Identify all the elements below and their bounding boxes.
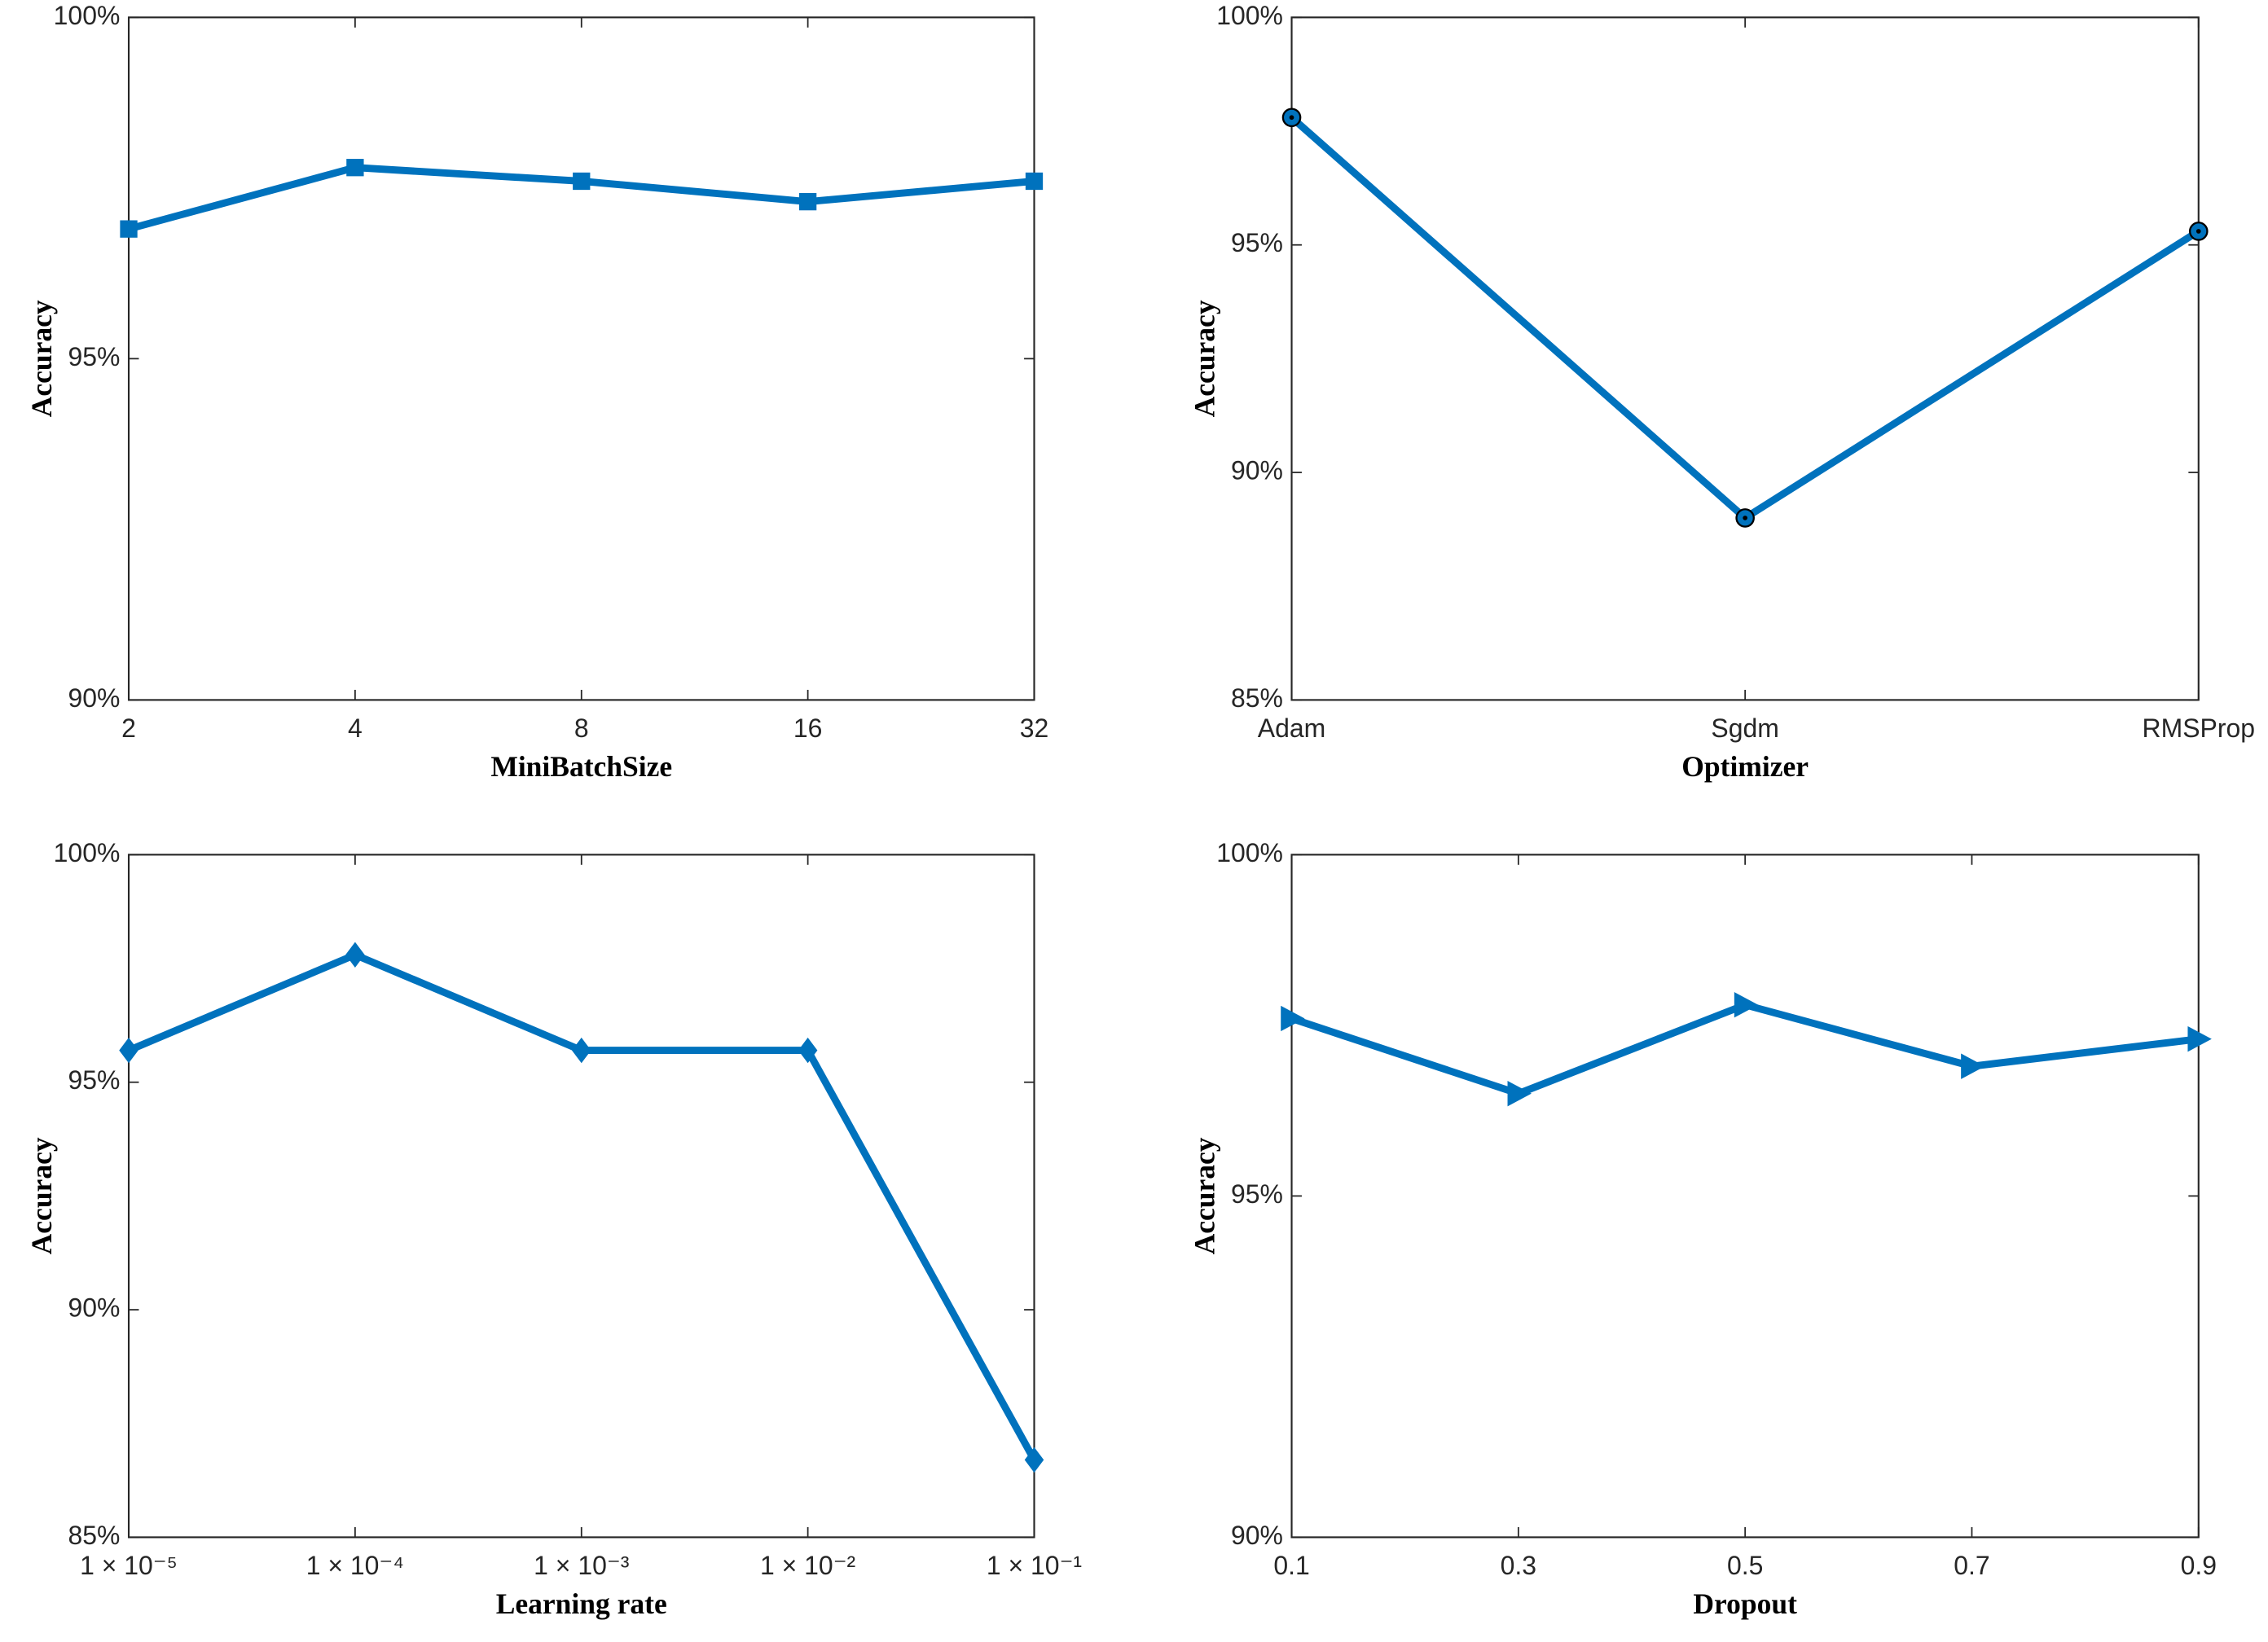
y-tick-label: 95% xyxy=(1231,1179,1283,1209)
marker xyxy=(2188,222,2209,241)
y-tick-label: 90% xyxy=(68,683,120,713)
data-line xyxy=(1289,114,2201,522)
marker-dot xyxy=(2195,229,2201,234)
y-axis-label: Accuracy xyxy=(25,300,58,417)
y-tick-label: 100% xyxy=(54,838,121,867)
x-tick-label: 1 × 10⁻⁵ xyxy=(80,1551,178,1580)
plot-box xyxy=(127,16,1035,701)
marker xyxy=(2187,1025,2212,1052)
marker-dot xyxy=(1289,115,1294,121)
x-tick-label: Sgdm xyxy=(1711,713,1778,743)
y-tick-label: 85% xyxy=(1231,683,1283,713)
x-tick-label: 0.3 xyxy=(1501,1551,1536,1580)
y-tick-label: 90% xyxy=(1231,455,1283,485)
marker xyxy=(571,1037,591,1064)
x-tick-label: 1 × 10⁻³ xyxy=(534,1551,630,1580)
x-tick-label: 0.7 xyxy=(1954,1551,1989,1580)
marker xyxy=(345,942,365,968)
x-tick-label: 0.9 xyxy=(2181,1551,2217,1580)
marker xyxy=(1025,172,1044,191)
x-tick-label: 1 × 10⁻¹ xyxy=(987,1551,1082,1580)
y-axis-label: Accuracy xyxy=(25,1137,58,1254)
x-tick-label: 4 xyxy=(348,713,363,743)
x-tick-label: 1 × 10⁻² xyxy=(760,1551,856,1580)
data-line xyxy=(127,951,1038,1462)
marker xyxy=(346,159,364,177)
y-tick-label: 95% xyxy=(1231,228,1283,257)
x-axis-label: Learning rate xyxy=(496,1587,667,1620)
x-tick-label: 0.1 xyxy=(1273,1551,1309,1580)
x-tick-label: 0.5 xyxy=(1727,1551,1763,1580)
plot-box xyxy=(127,854,1035,1539)
marker xyxy=(798,192,817,211)
marker xyxy=(798,1037,818,1064)
x-tick-label: 2 xyxy=(121,713,136,743)
marker xyxy=(1507,1081,1532,1107)
x-axis-label: Optimizer xyxy=(1681,750,1809,783)
x-axis-label: Dropout xyxy=(1693,1587,1797,1620)
y-tick-label: 85% xyxy=(68,1521,120,1550)
x-tick-label: 1 × 10⁻⁴ xyxy=(306,1551,404,1580)
x-tick-label: Adam xyxy=(1258,713,1325,743)
marker xyxy=(1735,508,1755,528)
marker xyxy=(573,172,591,191)
x-tick-label: 16 xyxy=(793,713,823,743)
y-tick-label: 100% xyxy=(54,1,121,30)
marker xyxy=(1281,108,1302,128)
plot-box xyxy=(1290,854,2200,1539)
y-tick-label: 95% xyxy=(68,1065,120,1095)
marker xyxy=(1961,1053,1985,1079)
data-line xyxy=(1290,1001,2200,1098)
y-tick-label: 90% xyxy=(68,1293,120,1323)
x-axis-label: MiniBatchSize xyxy=(490,750,672,783)
marker xyxy=(1024,1447,1044,1473)
x-tick-label: RMSProp xyxy=(2143,713,2255,743)
y-axis-label: Accuracy xyxy=(1189,1137,1221,1254)
y-tick-label: 90% xyxy=(1231,1521,1283,1550)
x-tick-label: 8 xyxy=(574,713,589,743)
marker xyxy=(120,220,138,238)
y-tick-label: 100% xyxy=(1216,838,1283,867)
marker xyxy=(119,1037,138,1064)
plot-box xyxy=(1290,16,2200,701)
x-tick-label: 32 xyxy=(1020,713,1049,743)
marker xyxy=(1734,992,1759,1018)
marker xyxy=(1281,1005,1305,1032)
marker-dot xyxy=(1743,516,1747,520)
y-tick-label: 95% xyxy=(68,342,120,371)
y-axis-label: Accuracy xyxy=(1189,300,1221,417)
y-tick-label: 100% xyxy=(1216,1,1283,30)
